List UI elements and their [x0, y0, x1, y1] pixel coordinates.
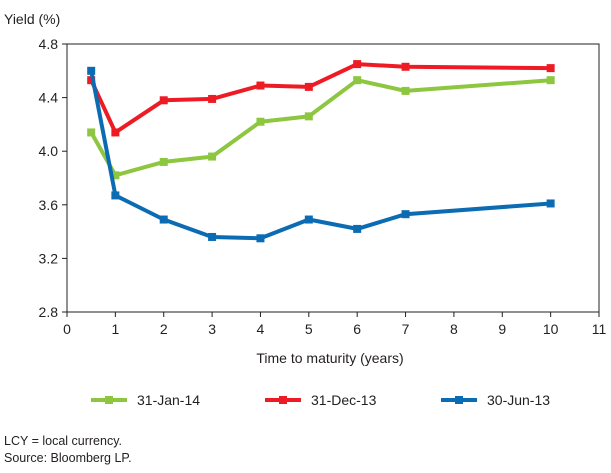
series-line [89, 68, 553, 241]
series-layer [87, 60, 555, 243]
data-point-marker [111, 171, 120, 180]
footnote-source: Source: Bloomberg LP. [4, 451, 132, 465]
plot-area-frame [66, 43, 600, 313]
data-point-marker [256, 117, 265, 126]
y-tick-label: 4.0 [39, 143, 59, 159]
data-point-marker [546, 199, 555, 208]
legend-item: 31-Dec-13 [265, 392, 377, 408]
legend-label: 31-Dec-13 [311, 392, 377, 408]
data-point-marker [304, 82, 313, 91]
data-point-marker [256, 81, 265, 90]
y-tick-label: 4.8 [39, 36, 59, 52]
series-30-Jun-13 [87, 66, 555, 243]
legend-label: 31-Jan-14 [137, 392, 200, 408]
data-point-marker [159, 96, 168, 105]
x-tick-label: 7 [402, 321, 410, 337]
x-tick-label: 0 [63, 321, 71, 337]
legend-swatch-marker [105, 396, 113, 404]
data-point-marker [87, 128, 96, 137]
data-point-marker [304, 112, 313, 121]
legend-swatch-marker [455, 396, 463, 404]
series-31-Dec-13 [87, 60, 555, 137]
y-tick-label: 4.4 [39, 90, 59, 106]
x-tick-label: 5 [305, 321, 313, 337]
x-tick-label: 9 [498, 321, 506, 337]
data-point-marker [401, 62, 410, 71]
x-tick-label: 10 [543, 321, 559, 337]
series-31-Jan-14 [87, 76, 555, 180]
x-tick-label: 4 [257, 321, 265, 337]
legend: 31-Jan-14 31-Dec-13 30-Jun-13 [91, 392, 550, 408]
y-tick-label: 3.2 [39, 250, 59, 266]
x-tick-label: 8 [450, 321, 458, 337]
y-tick-label: 2.8 [39, 304, 59, 320]
data-point-marker [256, 234, 265, 243]
x-tick-label: 1 [111, 321, 119, 337]
data-point-marker [87, 66, 96, 75]
data-point-marker [401, 86, 410, 95]
data-point-marker [353, 76, 362, 85]
footnote-lcy: LCY = local currency. [4, 434, 122, 448]
x-tick-label: 3 [208, 321, 216, 337]
data-point-marker [353, 60, 362, 69]
data-point-marker [159, 215, 168, 224]
data-point-marker [304, 215, 313, 224]
data-point-marker [353, 224, 362, 233]
x-tick-label: 6 [353, 321, 361, 337]
data-point-marker [546, 64, 555, 73]
legend-item: 31-Jan-14 [91, 392, 200, 408]
y-tick-label: 3.6 [39, 197, 59, 213]
y-axis-title: Yield (%) [4, 11, 60, 27]
x-tick-label: 11 [592, 321, 607, 337]
y-axis-ticks: 2.8 3.2 3.6 4.0 4.4 4.8 [39, 36, 67, 320]
x-axis-ticks: 0 1 2 3 4 5 6 7 8 9 10 11 [63, 312, 606, 337]
data-point-marker [546, 76, 555, 85]
chart-canvas: Yield (%) 2.8 3.2 3.6 4.0 4.4 4.8 0 1 2 3 4 5 6 7 8 9 1… [4, 11, 606, 408]
legend-label: 30-Jun-13 [487, 392, 550, 408]
data-point-marker [208, 152, 217, 161]
data-point-marker [208, 232, 217, 241]
x-axis-title: Time to maturity (years) [256, 350, 403, 366]
legend-swatch-marker [279, 396, 287, 404]
legend-item: 30-Jun-13 [441, 392, 550, 408]
yield-curve-chart: Yield (%) 2.8 3.2 3.6 4.0 4.4 4.8 0 1 2 3 4 5 6 7 8 9 1… [4, 11, 606, 408]
data-point-marker [111, 128, 120, 137]
data-point-marker [401, 210, 410, 219]
x-tick-label: 2 [160, 321, 168, 337]
data-point-marker [111, 191, 120, 200]
data-point-marker [208, 94, 217, 103]
data-point-marker [159, 157, 168, 166]
